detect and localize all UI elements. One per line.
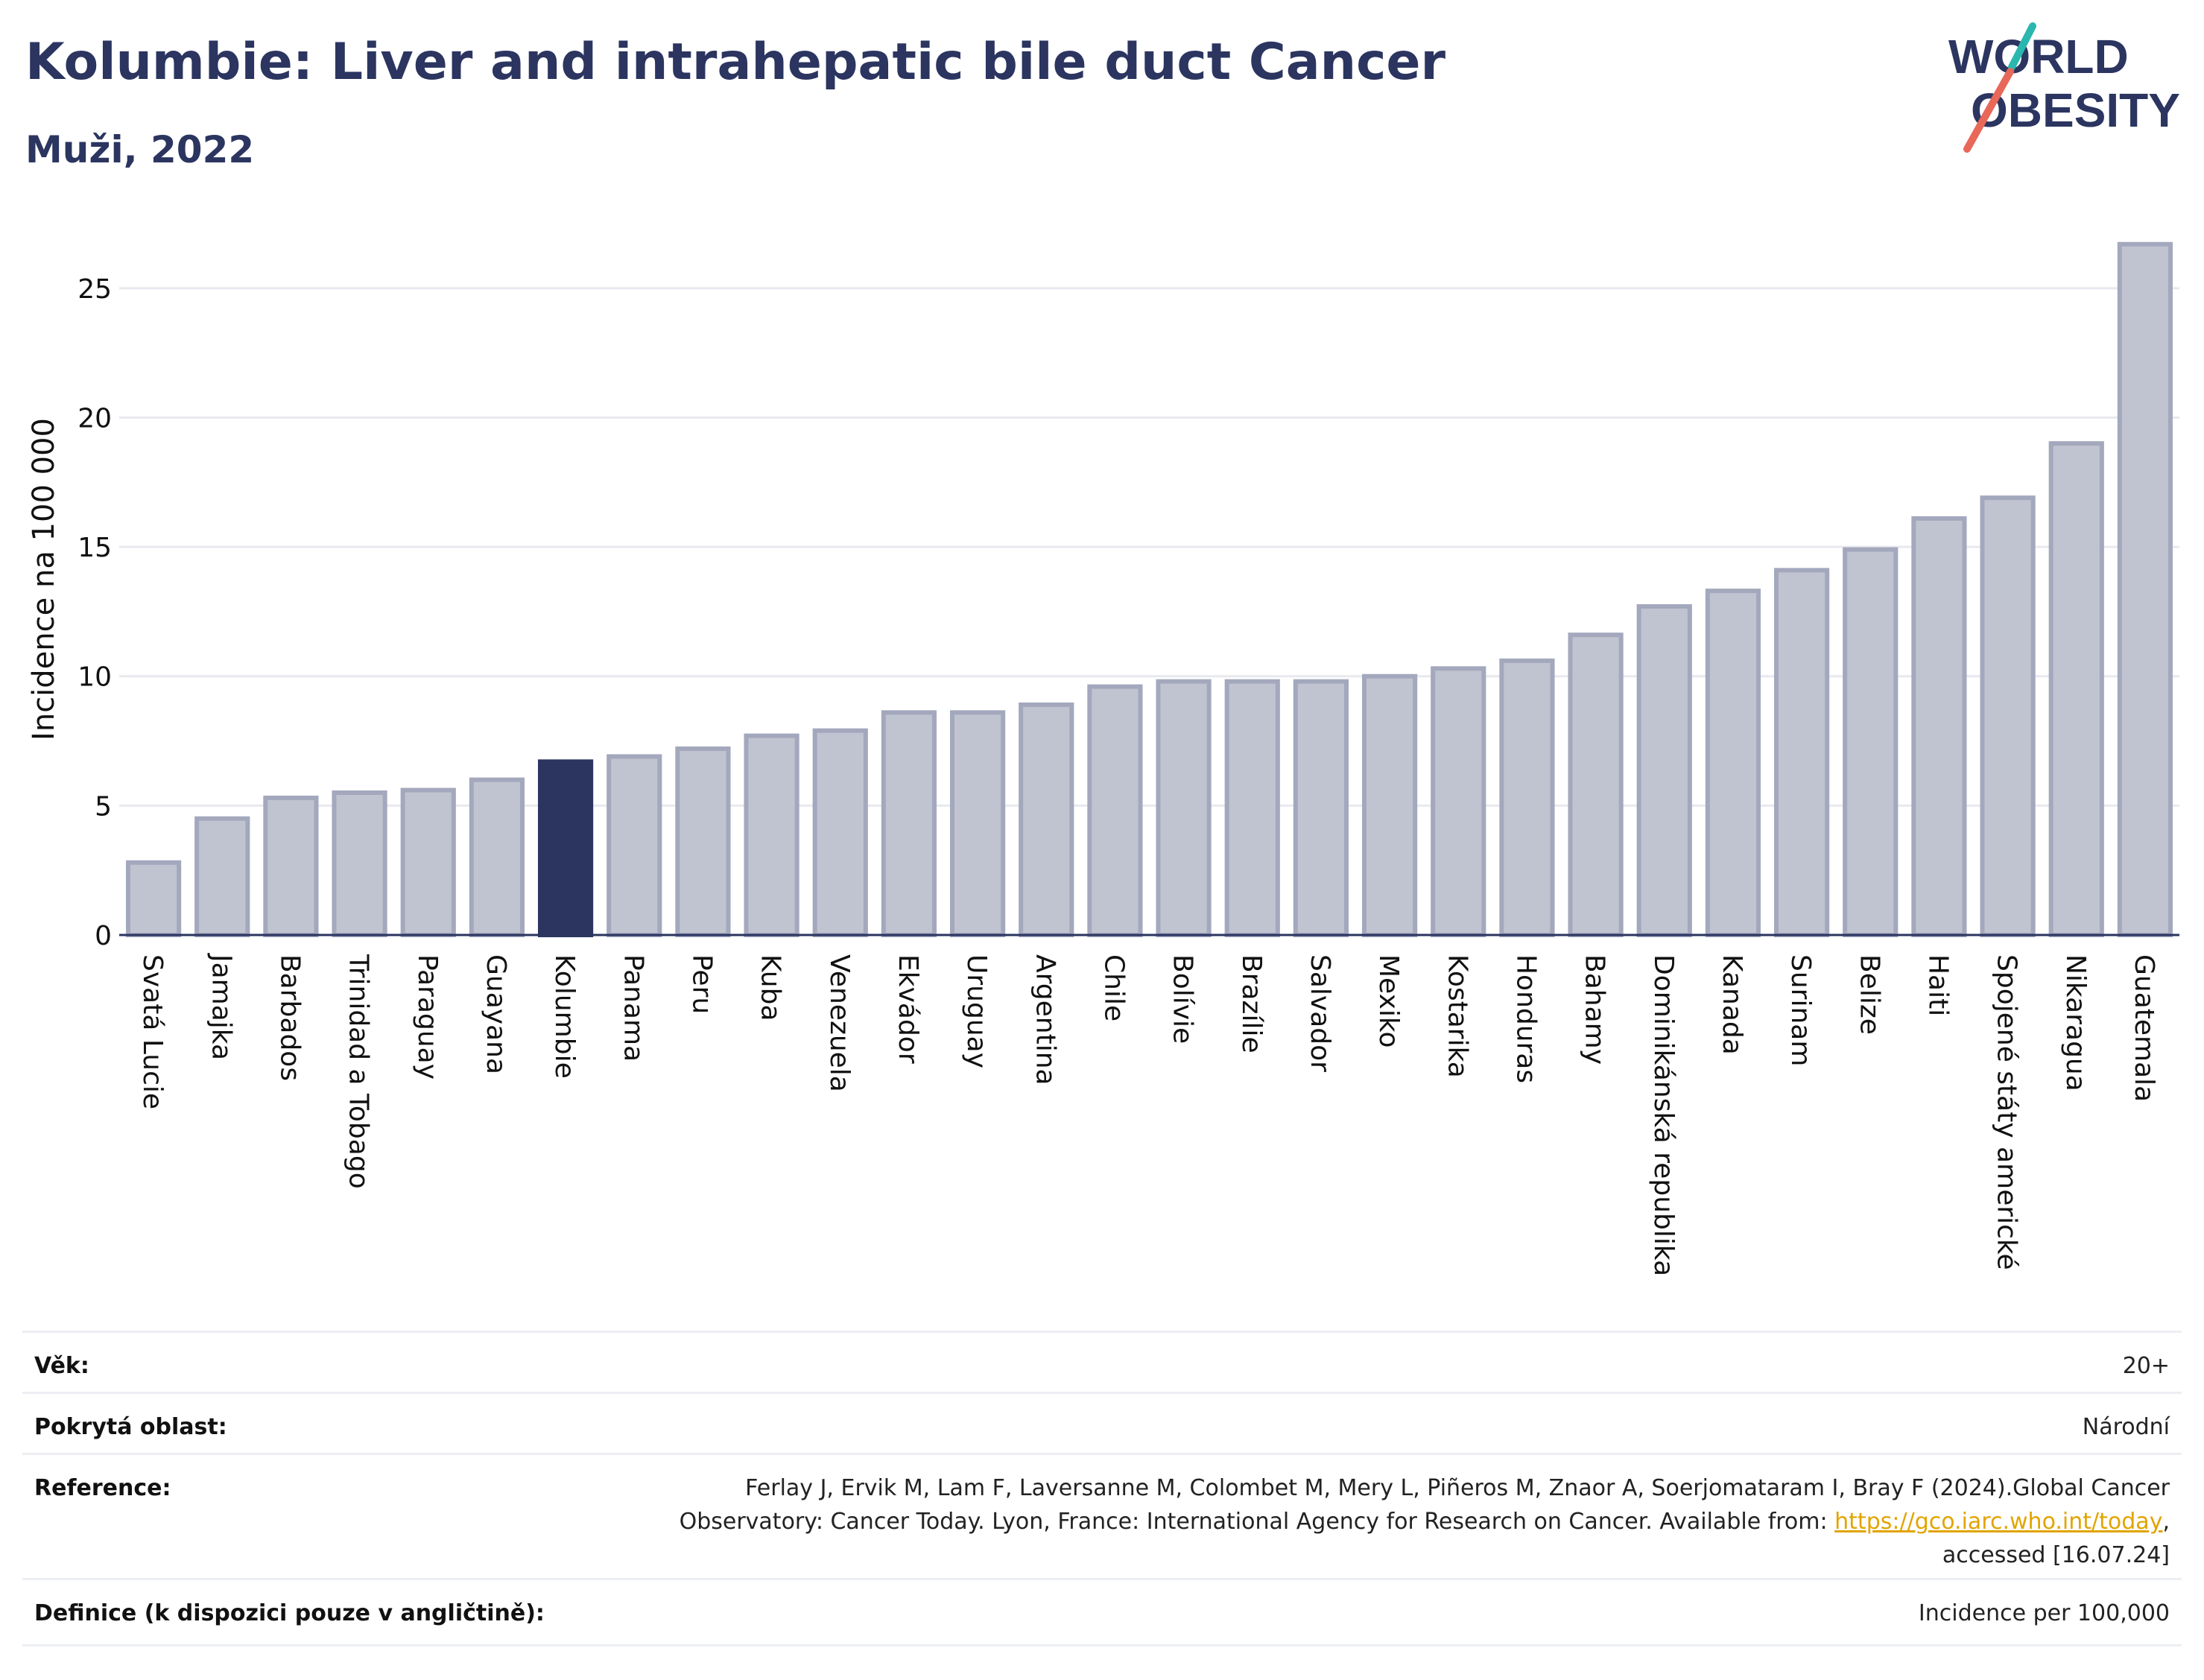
bar-7 bbox=[607, 754, 662, 938]
x-tick-label: Surinam bbox=[1785, 954, 1816, 1066]
x-tick-label: Spojené státy americké bbox=[1992, 954, 2022, 1270]
world-obesity-logo: WORLD OBESITY bbox=[1948, 22, 2180, 153]
meta-row-age: Věk: 20+ bbox=[22, 1331, 2182, 1394]
x-tick-label: Uruguay bbox=[961, 954, 992, 1068]
x-tick-label: Bahamy bbox=[1580, 954, 1610, 1065]
y-tick-label: 10 bbox=[77, 662, 112, 693]
x-tick-label: Honduras bbox=[1510, 954, 1541, 1083]
x-tick-label: Chile bbox=[1098, 954, 1129, 1021]
bar-27 bbox=[1980, 495, 2036, 937]
x-tick-label: Panama bbox=[618, 954, 648, 1062]
bar-15 bbox=[1156, 679, 1212, 937]
x-tick-label: Kostarika bbox=[1442, 954, 1472, 1078]
bar-2 bbox=[263, 795, 319, 937]
bar-11 bbox=[881, 710, 937, 937]
meta-value-definition: Incidence per 100,000 bbox=[1918, 1600, 2170, 1626]
x-tick-label: Argentina bbox=[1030, 954, 1060, 1085]
x-tick-label: Barbados bbox=[274, 954, 305, 1081]
bar-17 bbox=[1293, 679, 1349, 937]
y-tick-label: 5 bbox=[95, 791, 112, 822]
bar-26 bbox=[1911, 516, 1967, 937]
bar-29 bbox=[2117, 241, 2173, 938]
bar-3 bbox=[332, 790, 387, 937]
bar-19 bbox=[1431, 666, 1486, 937]
logo-word-2: OBESITY bbox=[1971, 83, 2180, 137]
meta-row-reference: Reference: Ferlay J, Ervik M, Lam F, Lav… bbox=[22, 1453, 2182, 1580]
x-tick-label: Guatemala bbox=[2129, 954, 2159, 1102]
page-title: Kolumbie: Liver and intrahepatic bile du… bbox=[25, 33, 1446, 92]
meta-row-coverage: Pokrytá oblast: Národní bbox=[22, 1392, 2182, 1455]
bar-28 bbox=[2048, 441, 2104, 937]
y-tick-label: 0 bbox=[95, 921, 112, 951]
x-tick-label: Kolumbie bbox=[549, 954, 580, 1079]
x-tick-label: Kuba bbox=[756, 954, 786, 1021]
bar-24 bbox=[1773, 568, 1830, 937]
meta-key-definition: Definice (k dispozici pouze v angličtině… bbox=[34, 1600, 545, 1626]
bar-9 bbox=[744, 733, 799, 937]
reference-line-3: accessed [16.07.24] bbox=[1942, 1542, 2170, 1568]
reference-line-1: Ferlay J, Ervik M, Lam F, Laversanne M, … bbox=[745, 1475, 2170, 1501]
x-tick-label: Salvador bbox=[1305, 954, 1335, 1072]
reference-line-2: Observatory: Cancer Today. Lyon, France:… bbox=[680, 1505, 2170, 1538]
x-tick-label: Haiti bbox=[1922, 954, 1953, 1016]
bar-4 bbox=[400, 787, 456, 937]
bar-25 bbox=[1843, 547, 1899, 937]
bar-22 bbox=[1636, 603, 1692, 937]
meta-key-reference: Reference: bbox=[34, 1475, 171, 1501]
x-tick-label: Jamajka bbox=[206, 953, 236, 1060]
x-tick-label: Peru bbox=[686, 954, 717, 1014]
x-tick-label: Mexiko bbox=[1373, 954, 1404, 1047]
bar-10 bbox=[812, 728, 868, 937]
bar-0 bbox=[125, 860, 182, 938]
x-tick-label: Guayana bbox=[481, 954, 511, 1074]
bar-6 bbox=[537, 759, 594, 937]
reference-link[interactable]: https://gco.iarc.who.int/today bbox=[1834, 1509, 2163, 1535]
x-tick-label: Bolívie bbox=[1168, 954, 1198, 1044]
logo-slash-red bbox=[1963, 68, 2014, 153]
bar-1 bbox=[194, 816, 250, 938]
bar-5 bbox=[469, 777, 525, 937]
bar-14 bbox=[1087, 684, 1143, 937]
page-subtitle: Muži, 2022 bbox=[25, 128, 255, 171]
x-tick-label: Belize bbox=[1854, 954, 1884, 1035]
meta-value-coverage: Národní bbox=[2082, 1414, 2170, 1440]
x-tick-label: Svatá Lucie bbox=[137, 954, 168, 1109]
reference-line-2-text: Observatory: Cancer Today. Lyon, France:… bbox=[679, 1509, 1835, 1535]
x-tick-label: Trinidad a Tobago bbox=[343, 954, 374, 1189]
grid-lines bbox=[119, 287, 2179, 807]
x-tick-label: Paraguay bbox=[412, 954, 443, 1080]
y-tick-label: 20 bbox=[77, 403, 112, 434]
meta-value-reference: Ferlay J, Ervik M, Lam F, Laversanne M, … bbox=[680, 1471, 2170, 1572]
meta-key-age: Věk: bbox=[34, 1353, 89, 1379]
meta-row-definition: Definice (k dispozici pouze v angličtině… bbox=[22, 1578, 2182, 1646]
x-tick-labels: Svatá Lucie Jamajka Barbados Trinidad a Tob… bbox=[137, 953, 2159, 1276]
bar-12 bbox=[949, 710, 1006, 937]
reference-line-2-end: , bbox=[2162, 1509, 2170, 1535]
logo-slash-teal bbox=[2008, 22, 2036, 71]
y-tick-label: 25 bbox=[77, 274, 112, 305]
x-tick-label: Venezuela bbox=[824, 954, 855, 1092]
y-tick-labels: 0 5 10 15 20 25 bbox=[77, 274, 112, 951]
bar-21 bbox=[1568, 633, 1624, 937]
x-tick-label: Ekvádor bbox=[893, 954, 923, 1064]
bar-8 bbox=[675, 746, 731, 937]
bars bbox=[125, 241, 2173, 938]
bar-chart: 0 5 10 15 20 25 Svatá Lucie Jamajka Barbados Tri… bbox=[27, 241, 2179, 1276]
bar-13 bbox=[1019, 702, 1074, 937]
logo-word-1: WORLD bbox=[1948, 30, 2129, 83]
meta-value-age: 20+ bbox=[2122, 1353, 2170, 1379]
meta-key-coverage: Pokrytá oblast: bbox=[34, 1414, 227, 1440]
x-tick-label: Kanada bbox=[1717, 954, 1747, 1055]
x-tick-label: Dominikánská republika bbox=[1648, 954, 1679, 1276]
bar-16 bbox=[1224, 679, 1280, 937]
bar-23 bbox=[1705, 589, 1761, 937]
bar-20 bbox=[1499, 658, 1555, 938]
y-axis-label: Incidence na 100 000 bbox=[27, 418, 61, 741]
y-tick-label: 15 bbox=[77, 533, 112, 563]
x-tick-label: Nikaragua bbox=[2060, 954, 2091, 1091]
bar-18 bbox=[1361, 673, 1418, 938]
x-tick-label: Brazílie bbox=[1236, 954, 1267, 1053]
